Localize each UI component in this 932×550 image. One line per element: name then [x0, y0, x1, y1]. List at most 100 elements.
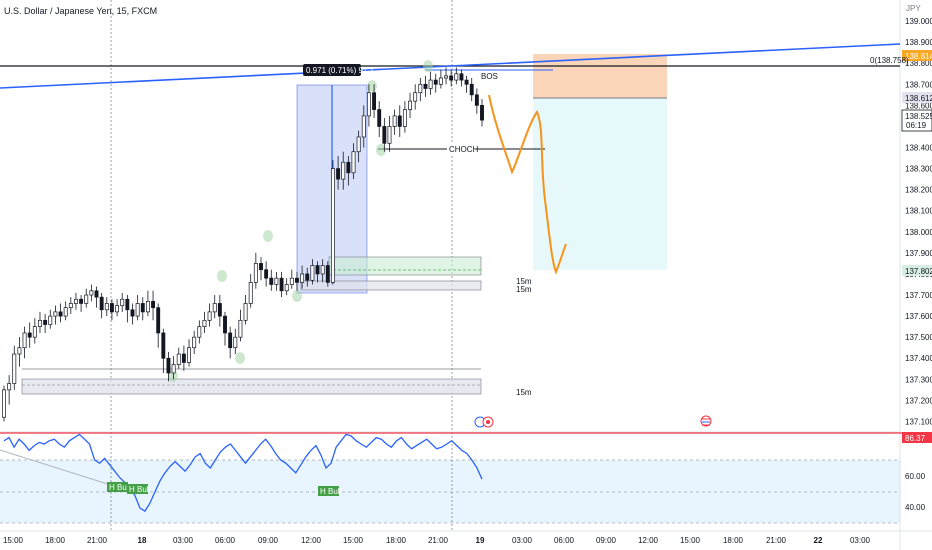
candle	[187, 339, 191, 367]
candle	[74, 292, 78, 310]
swing-marker	[235, 352, 245, 364]
event-icon[interactable]	[474, 416, 494, 428]
swing-marker	[376, 144, 386, 156]
candle	[454, 67, 459, 85]
take-profit-zone[interactable]	[533, 98, 667, 270]
price-tick-label: 137.600	[905, 312, 932, 321]
price-tick-label: 137.100	[905, 417, 932, 426]
candle	[351, 143, 356, 180]
candle	[135, 295, 140, 321]
bull-badge: H Bull	[320, 487, 342, 496]
candle	[140, 297, 145, 321]
time-tick-label: 18:00	[386, 536, 407, 545]
candle	[99, 292, 104, 319]
candle	[2, 385, 6, 422]
candle	[63, 301, 68, 321]
candle	[264, 261, 269, 287]
candle	[84, 288, 89, 308]
price-tick-label: 138.100	[905, 207, 932, 216]
candle	[320, 259, 325, 283]
rsi-level-40: 40.00	[905, 503, 926, 512]
candle	[89, 284, 94, 302]
candle	[125, 295, 130, 323]
time-tick-label: 22	[814, 536, 823, 545]
price-tick-label: 138.000	[905, 228, 932, 237]
swing-marker	[263, 230, 273, 242]
candle	[120, 292, 125, 312]
tf-label: 15m	[516, 277, 532, 286]
swing-marker	[367, 80, 377, 92]
time-tick-label: 09:00	[596, 536, 617, 545]
projection-scribble	[488, 94, 567, 275]
candle	[474, 88, 479, 114]
candle	[464, 75, 469, 93]
chart-title: U.S. Dollar / Japanese Yen, 15, FXCM	[4, 6, 158, 16]
price-tick-label: 137.200	[905, 396, 932, 405]
time-tick-label: 19	[476, 536, 485, 545]
candle	[346, 155, 351, 186]
time-tick-label: 12:00	[301, 536, 322, 545]
time-tick-label: 21:00	[766, 536, 787, 545]
price-tag-upper: 138.814	[905, 52, 932, 61]
candle	[243, 295, 248, 325]
candle	[289, 269, 294, 289]
price-tick-label: 137.300	[905, 375, 932, 384]
candle	[269, 269, 274, 291]
candle	[212, 295, 217, 319]
candle	[279, 271, 284, 298]
us-flag-icon[interactable]	[700, 415, 712, 427]
candle	[228, 326, 233, 359]
candle	[387, 115, 392, 152]
candle	[433, 73, 438, 93]
candle	[305, 267, 310, 287]
candle	[310, 259, 315, 285]
candle	[130, 303, 135, 325]
candle	[423, 75, 428, 97]
candle	[151, 290, 156, 321]
candle	[438, 69, 443, 89]
time-tick-label: 15:00	[3, 536, 24, 545]
candle	[402, 101, 407, 133]
rsi-band	[0, 460, 900, 523]
candle	[48, 309, 53, 329]
demand-zone	[21, 378, 482, 395]
time-tick-label: 03:00	[173, 536, 194, 545]
time-tick-label: 03:00	[512, 536, 533, 545]
time-tick-label: 21:00	[428, 536, 449, 545]
trendline[interactable]	[0, 43, 901, 89]
candle	[171, 356, 176, 380]
time-tick-label: 03:00	[850, 536, 871, 545]
price-tick-label: 138.800	[905, 59, 932, 68]
demand-zone	[328, 256, 482, 276]
candle	[115, 299, 120, 317]
candle	[207, 303, 212, 327]
candle	[217, 295, 222, 327]
candle	[428, 71, 433, 95]
price-tick-label: 138.300	[905, 165, 932, 174]
time-tick-label: 06:00	[554, 536, 575, 545]
candle	[22, 326, 27, 359]
candle	[181, 345, 186, 371]
candle	[413, 84, 418, 110]
time-tick-label: 09:00	[258, 536, 279, 545]
candle	[32, 318, 37, 344]
candle	[12, 345, 17, 390]
rsi-level-high: 86.37	[905, 434, 926, 443]
price-tag-last: 138.525	[905, 112, 932, 121]
candle	[58, 303, 63, 323]
candle	[295, 271, 299, 291]
candle	[7, 375, 12, 405]
candle	[449, 69, 454, 87]
currency-label: JPY	[906, 4, 921, 13]
candle	[238, 309, 243, 342]
choch-label: CHOCH	[449, 145, 479, 154]
candle	[330, 160, 335, 285]
level-label: 0(138.758)	[870, 56, 909, 65]
candle	[192, 330, 197, 355]
time-tick-label: 15:00	[680, 536, 701, 545]
candle	[166, 351, 171, 382]
candle	[259, 257, 263, 281]
candle	[223, 311, 227, 346]
tf-label: 15m	[516, 285, 532, 294]
